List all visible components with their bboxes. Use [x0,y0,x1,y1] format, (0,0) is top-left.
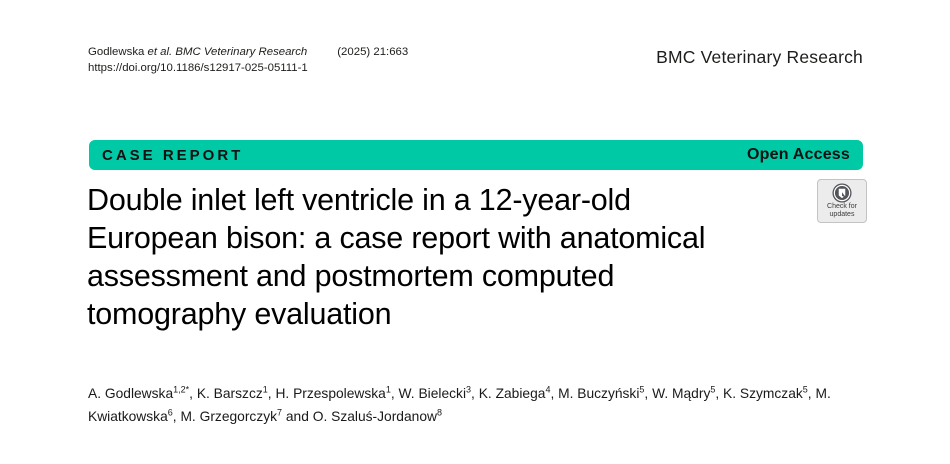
citation-issue: (2025) 21:663 [337,46,409,58]
author-list: A. Godlewska1,2*, K. Barszcz1, H. Przesp… [88,384,831,424]
author-name: H. Przespolewska [275,386,386,401]
doi-link: https://doi.org/10.1186/s12917-025-05111… [88,61,308,74]
author-affiliation-sup: 3 [466,384,472,395]
author-affiliation-sup: 7 [277,406,283,417]
check-for-updates-line1: Check for [827,203,857,210]
open-access-label: Open Access [747,146,850,163]
citation-journal-italic: et al. BMC Veterinary Research [147,46,308,58]
article-title: Double inlet left ventricle in a 12-year… [87,181,706,333]
author-affiliation-sup: 4 [545,384,551,395]
check-for-updates-text: Check for updates [818,203,866,218]
author-affiliation-sup: 1,2* [173,384,190,395]
article-title-line: tomography evaluation [87,297,392,331]
article-title-line: assessment and postmortem computed [87,259,615,293]
author-name: K. Barszcz [196,386,263,401]
crossmark-icon [832,183,852,203]
author-name: A. Godlewska [88,386,174,401]
article-title-line: European bison: a case report with anato… [87,221,706,255]
author-affiliation-sup: 5 [710,384,716,395]
author-name: M. Buczyński [558,386,640,401]
author-affiliation-sup: 5 [802,384,808,395]
author-name: W. Mądry [652,386,711,401]
article-type-banner: CASE REPORT Open Access [89,140,863,170]
article-type-label: CASE REPORT [102,146,244,164]
check-for-updates-line2: updates [829,210,855,218]
author-affiliation-sup: 5 [639,384,645,395]
author-name: K. Szymczak [723,386,803,401]
citation-authors: Godlewska [88,46,148,58]
check-for-updates-badge[interactable]: Check for updates [817,179,867,223]
author-affiliation-sup: 1 [262,384,268,395]
citation-block: Godlewska et al. BMC Veterinary Research… [88,45,408,76]
author-name: M. Kwiatkowska [88,386,831,424]
author-affiliation-sup: 6 [167,406,173,417]
author-affiliation-sup: 8 [436,406,442,417]
journal-name: BMC Veterinary Research [656,47,863,67]
author-affiliation-sup: 1 [385,384,391,395]
article-title-line: Double inlet left ventricle in a 12-year… [87,183,631,217]
author-name: M. Grzegorczyk [180,408,278,424]
citation-line: Godlewska et al. BMC Veterinary Research… [88,45,408,61]
author-name: W. Bielecki [398,386,467,401]
author-name: O. Szaluś-Jordanow [312,408,437,424]
author-name: K. Zabiega [478,386,546,401]
